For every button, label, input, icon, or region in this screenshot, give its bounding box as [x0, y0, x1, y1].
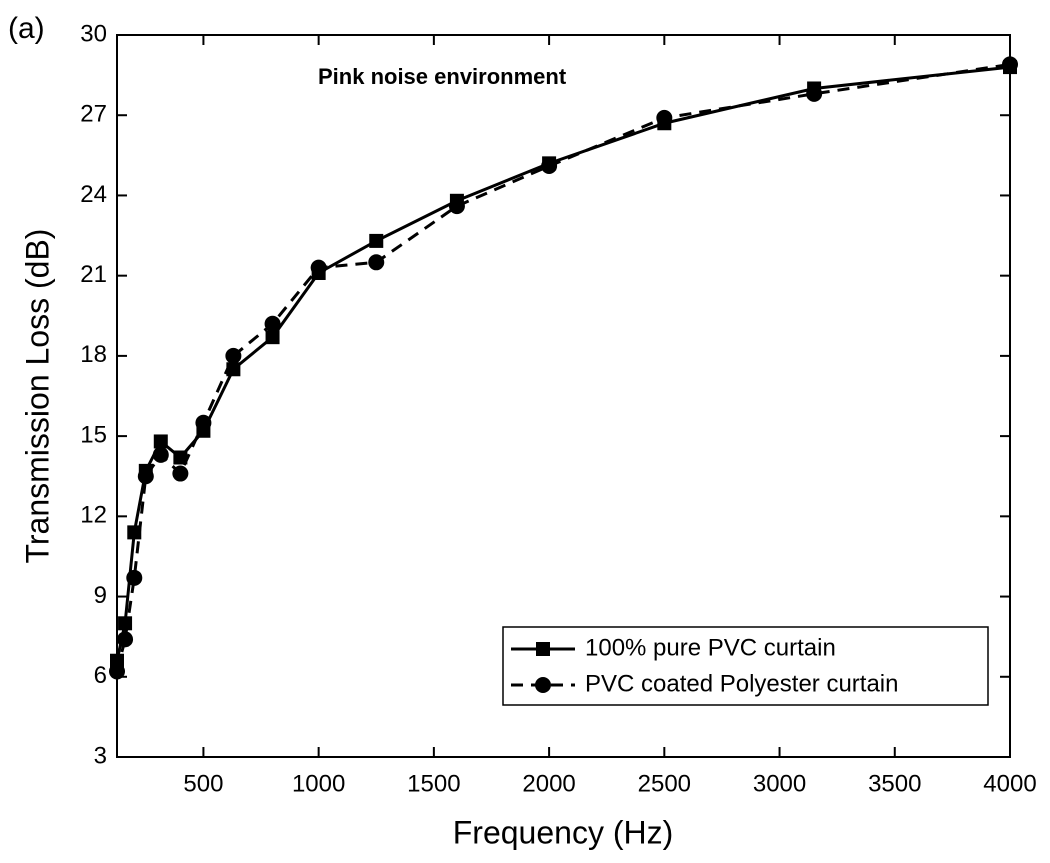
- marker: [118, 616, 133, 631]
- series-line: [115, 62, 1011, 672]
- marker: [152, 446, 169, 463]
- marker: [173, 450, 188, 465]
- y-tick-label: 12: [80, 502, 107, 529]
- legend-label: 100% pure PVC curtain: [585, 634, 836, 661]
- marker: [109, 663, 125, 680]
- marker: [127, 525, 142, 540]
- y-tick-label: 21: [80, 261, 107, 288]
- marker: [126, 569, 143, 586]
- marker: [153, 434, 168, 449]
- marker: [369, 233, 384, 248]
- marker: [137, 468, 154, 485]
- x-tick-label: 500: [183, 770, 223, 797]
- legend-marker: [535, 677, 551, 693]
- x-tick-label: 4000: [983, 770, 1036, 797]
- x-tick-label: 3500: [868, 770, 921, 797]
- marker: [225, 347, 242, 364]
- marker: [1002, 56, 1018, 73]
- marker: [310, 259, 327, 276]
- x-tick-label: 1000: [292, 770, 345, 797]
- x-axis-label: Frequency (Hz): [453, 814, 674, 850]
- y-tick-label: 9: [94, 582, 107, 609]
- series-line: [115, 65, 1011, 662]
- y-tick-label: 30: [80, 20, 107, 47]
- plot-frame: [116, 34, 1011, 758]
- marker: [656, 109, 673, 126]
- x-tick-label: 2500: [638, 770, 691, 797]
- legend-box: [502, 626, 989, 706]
- marker: [541, 158, 558, 175]
- marker: [448, 198, 465, 215]
- y-tick-label: 3: [94, 742, 107, 769]
- marker: [117, 631, 134, 648]
- marker: [265, 330, 280, 345]
- y-tick-label: 27: [80, 101, 107, 128]
- x-tick-label: 2000: [522, 770, 575, 797]
- panel-label: (a): [8, 12, 45, 45]
- marker: [806, 85, 823, 102]
- legend-marker: [536, 642, 550, 656]
- marker: [195, 414, 212, 431]
- y-tick-label: 15: [80, 421, 107, 448]
- marker: [264, 315, 281, 332]
- y-tick-label: 24: [80, 181, 107, 208]
- x-tick-label: 1500: [407, 770, 460, 797]
- y-tick-label: 18: [80, 341, 107, 368]
- marker: [368, 254, 385, 271]
- marker: [110, 653, 124, 668]
- x-tick-label: 3000: [753, 770, 806, 797]
- y-tick-label: 6: [94, 662, 107, 689]
- marker: [172, 465, 189, 482]
- legend-label: PVC coated Polyester curtain: [585, 670, 899, 697]
- y-axis-label: Transmission Loss (dB): [19, 229, 55, 564]
- annotation: Pink noise environment: [318, 64, 567, 89]
